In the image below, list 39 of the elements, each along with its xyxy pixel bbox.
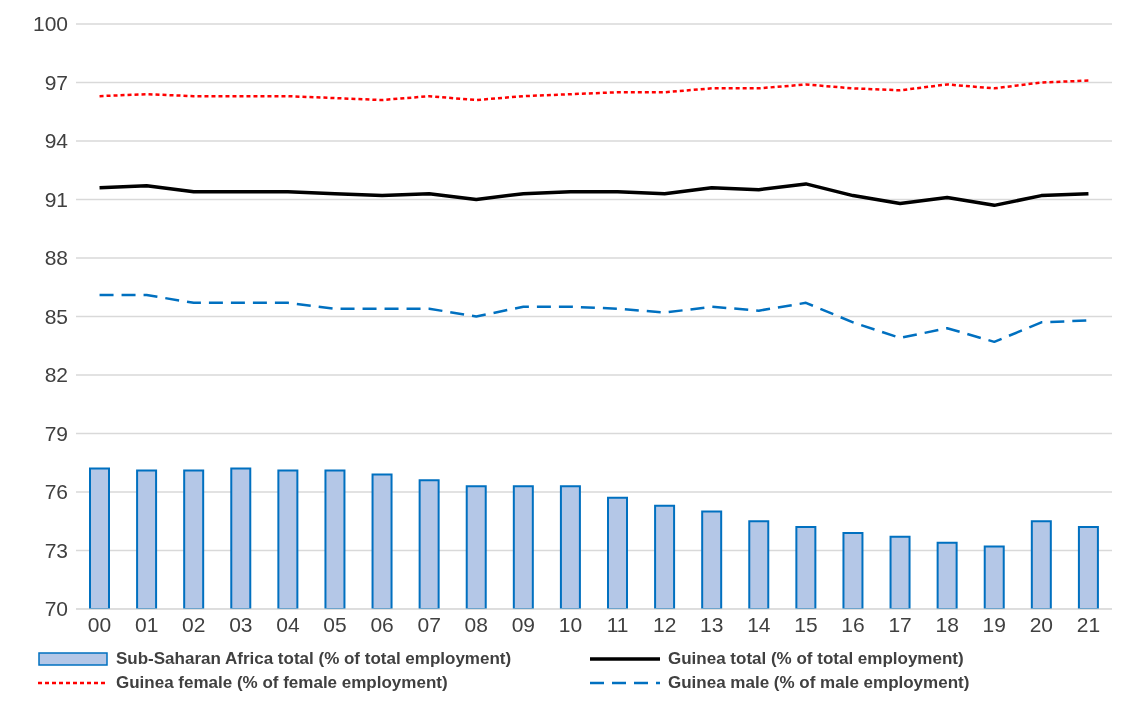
legend-label: Guinea male (% of male employment) bbox=[667, 673, 971, 693]
y-tick-label: 97 bbox=[44, 70, 68, 94]
x-tick-label: 19 bbox=[982, 612, 1006, 636]
x-tick-label: 20 bbox=[1029, 612, 1054, 636]
legend-label: Guinea female (% of female employment) bbox=[115, 673, 449, 693]
x-tick-label: 11 bbox=[606, 612, 629, 636]
x-tick-label: 04 bbox=[276, 612, 300, 636]
y-tick-label: 94 bbox=[44, 129, 69, 153]
x-tick-label: 05 bbox=[323, 612, 347, 636]
y-tick-label: 85 bbox=[44, 304, 68, 328]
x-tick-label: 15 bbox=[794, 612, 818, 636]
y-tick-label: 88 bbox=[44, 246, 68, 270]
x-tick-label: 02 bbox=[182, 612, 206, 636]
x-tick-label: 01 bbox=[134, 612, 159, 636]
legend-label: Sub-Saharan Africa total (% of total employment) bbox=[115, 649, 513, 669]
y-tick-label: 70 bbox=[44, 597, 68, 621]
x-tick-label: 07 bbox=[417, 612, 441, 636]
x-tick-label: 12 bbox=[652, 612, 677, 636]
x-tick-label: 13 bbox=[700, 612, 724, 636]
y-tick-label: 73 bbox=[44, 538, 68, 562]
y-tick-label: 79 bbox=[44, 421, 68, 445]
y-tick-label: 76 bbox=[44, 480, 68, 504]
y-tick-label: 82 bbox=[44, 363, 68, 387]
y-tick-label: 91 bbox=[44, 187, 68, 211]
legend-label: Guinea total (% of total employment) bbox=[667, 649, 965, 669]
x-tick-label: 10 bbox=[558, 612, 583, 636]
x-tick-label: 06 bbox=[370, 612, 394, 636]
x-tick-label: 16 bbox=[841, 612, 865, 636]
line-series bbox=[98, 79, 1090, 102]
x-tick-label: 08 bbox=[464, 612, 488, 636]
y-tick-label: 100 bbox=[32, 12, 68, 36]
x-tick-label: 00 bbox=[87, 612, 112, 636]
line-series bbox=[97, 182, 1091, 208]
x-tick-label: 03 bbox=[229, 612, 253, 636]
x-tick-label: 21 bbox=[1076, 612, 1101, 636]
x-tick-label: 09 bbox=[511, 612, 536, 636]
x-tick-label: 14 bbox=[747, 612, 771, 636]
x-tick-label: 18 bbox=[935, 612, 959, 636]
x-tick-label: 17 bbox=[888, 612, 912, 636]
